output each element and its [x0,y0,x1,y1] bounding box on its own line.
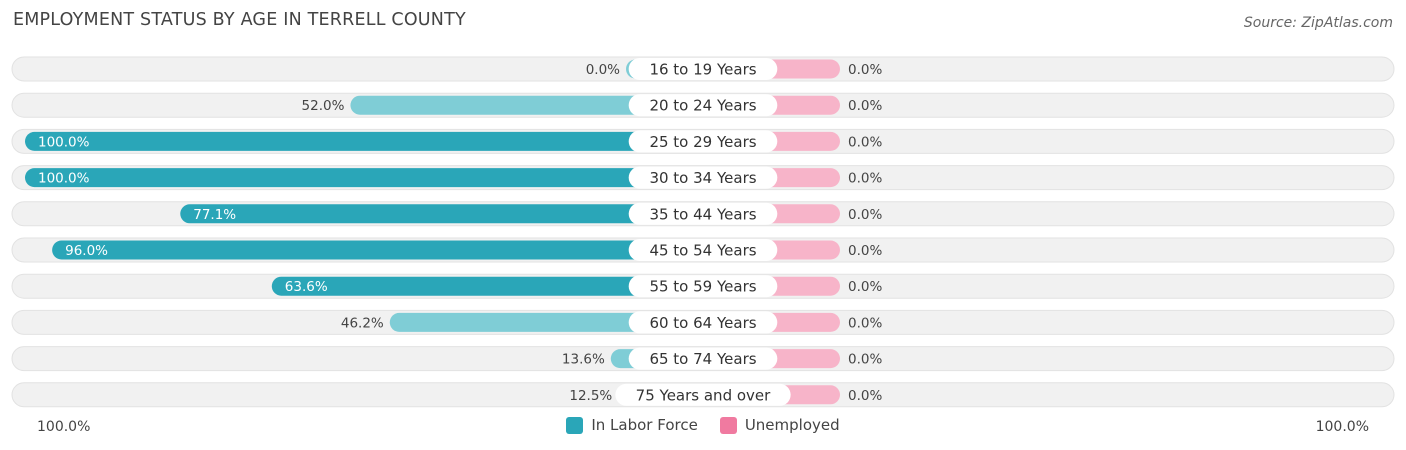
labor-force-value-label: 100.0% [38,134,90,150]
category-label: 55 to 59 Years [649,278,756,296]
axis-left-label: 100.0% [37,419,91,435]
labor-force-value-label: 77.1% [193,207,236,223]
category-pill [628,347,778,370]
category-pill [628,275,778,298]
legend-swatch-labor-force [566,416,584,434]
labor-force-value-label: 100.0% [38,171,90,187]
category-pill [628,202,778,225]
labor-force-value-label: 46.2% [341,315,384,331]
labor-force-value-label: 52.0% [302,98,345,114]
labor-force-bar [389,312,703,332]
category-label: 30 to 34 Years [649,169,756,187]
labor-force-bar [25,168,703,188]
labor-force-value-label: 63.6% [285,279,328,295]
category-label: 35 to 44 Years [649,205,756,223]
chart-title: EMPLOYMENT STATUS BY AGE IN TERRELL COUN… [13,10,466,30]
unemployed-value-label: 0.0% [848,243,882,259]
category-pill [615,383,791,406]
category-pill [628,239,778,261]
legend: In Labor Force Unemployed [0,416,1406,434]
category-label: 20 to 24 Years [649,97,756,115]
source-credit: Source: ZipAtlas.com [1243,15,1393,31]
legend-label-labor-force: In Labor Force [591,416,698,434]
category-label: 25 to 29 Years [649,133,756,151]
unemployed-value-label: 0.0% [848,352,882,368]
labor-force-bar [52,240,704,260]
labor-force-value-label: 12.5% [569,388,612,404]
labor-force-bar [271,276,703,296]
unemployed-value-label: 0.0% [848,315,882,331]
chart-plot: 16 to 19 Years 0.0% 0.0% 20 to 24 Years 52.0… [11,56,1395,408]
unemployed-value-label: 0.0% [848,171,882,187]
category-pill [628,94,778,117]
unemployed-value-label: 0.0% [848,388,882,404]
legend-label-unemployed: Unemployed [744,416,840,434]
category-label: 45 to 54 Years [649,242,756,260]
unemployed-value-label: 0.0% [848,207,882,223]
legend-swatch-unemployed [719,416,737,434]
category-label: 65 to 74 Years [649,350,756,368]
category-label: 60 to 64 Years [649,314,756,332]
axis-right-label: 100.0% [1315,419,1369,435]
category-label: 16 to 19 Years [649,61,756,79]
unemployed-value-label: 0.0% [848,62,882,78]
category-label: 75 Years and over [636,386,771,404]
legend-item-labor-force: In Labor Force [566,416,698,434]
category-pill [628,130,778,153]
labor-force-value-label: 0.0% [586,62,620,78]
unemployed-value-label: 0.0% [848,98,882,114]
labor-force-bar [25,131,703,151]
category-pill [628,311,778,334]
legend-item-unemployed: Unemployed [719,416,840,434]
unemployed-value-label: 0.0% [848,279,882,295]
category-pill [628,58,778,80]
labor-force-value-label: 13.6% [562,352,605,368]
unemployed-value-label: 0.0% [848,134,882,150]
category-pill [628,166,778,189]
labor-force-bar [180,204,704,224]
labor-force-bar [350,95,703,115]
labor-force-value-label: 96.0% [65,243,108,259]
